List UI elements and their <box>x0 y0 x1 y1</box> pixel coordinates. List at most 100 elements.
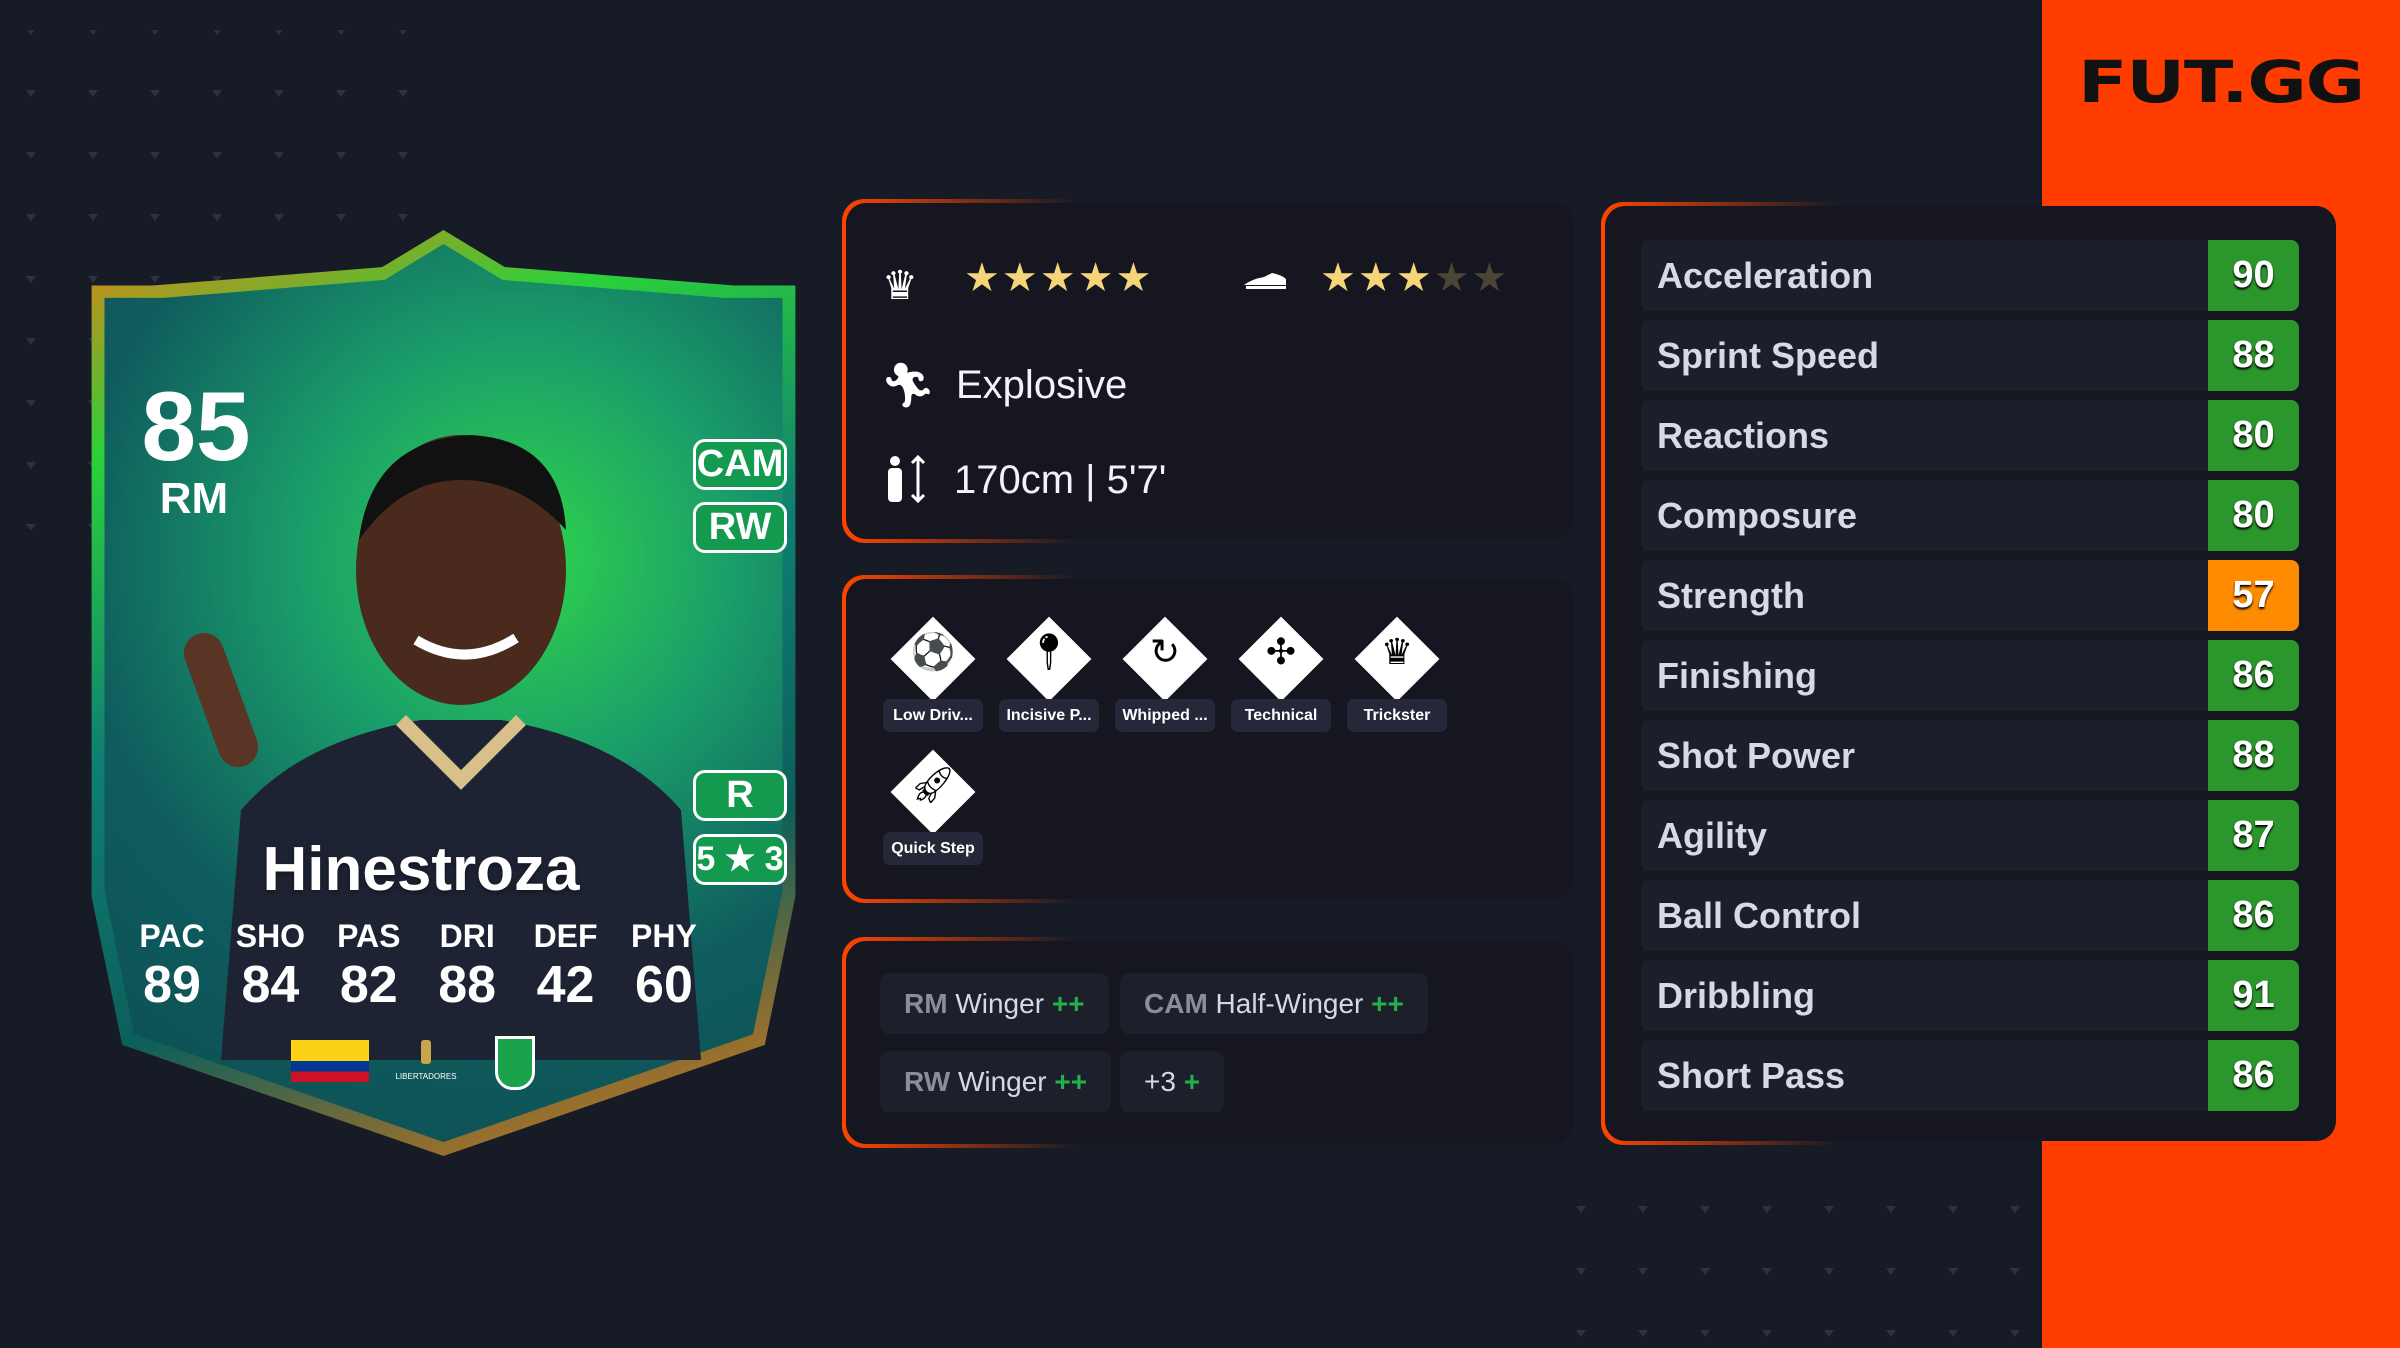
stat-name: Strength <box>1657 575 1805 616</box>
face-stat-label: PHY <box>631 918 697 954</box>
incisive-pass-icon: 📍︎ <box>1026 631 1072 672</box>
face-stat-value: 60 <box>635 956 693 1014</box>
technical-icon: ✣ <box>1265 631 1297 672</box>
stat-value: 80 <box>2208 400 2299 471</box>
jester-hat-icon: ♛ <box>882 264 918 308</box>
alt-position-badge: RW <box>693 502 787 553</box>
role-name: Half-Winger <box>1215 988 1364 1019</box>
alt-position-badge: CAM <box>693 439 787 490</box>
stat-value: 88 <box>2208 720 2299 791</box>
stat-name: Short Pass <box>1657 1055 1846 1096</box>
playstyle-label: Whipped ... <box>1115 699 1215 732</box>
player-card: 85 RM CAM RW R 5 ★ 3 Hinestroza PAC 89 SH… <box>61 230 826 1156</box>
player-info-panel: ♛ ★★★★★ ★★★★★ 🏃︎ Explosive 170cm | 5'7' <box>842 199 1573 543</box>
stat-row: Finishing 86 <box>1641 640 2299 711</box>
stat-value: 87 <box>2208 800 2299 871</box>
stat-row: Agility 87 <box>1641 800 2299 871</box>
face-stat-value: 82 <box>339 956 398 1014</box>
face-stat: DRI 88 <box>418 918 516 1015</box>
playstyle-label: Technical <box>1231 699 1331 732</box>
stat-value: 57 <box>2208 560 2299 631</box>
role-position: CAM <box>1144 988 1208 1019</box>
face-stat: PHY 60 <box>615 918 713 1015</box>
stat-name: Composure <box>1657 495 1858 536</box>
stat-name: Reactions <box>1657 415 1830 456</box>
playstyle-label: Incisive P... <box>999 699 1099 732</box>
star-empty-icon: ★ <box>1433 256 1472 300</box>
weak-foot-stars: ★★★★★ <box>1320 255 1509 301</box>
face-stat-label: PAS <box>337 918 401 954</box>
running-icon: 🏃︎ <box>880 361 936 410</box>
playstyle-item[interactable]: ♛ Trickster <box>1347 616 1447 737</box>
star-filled-icon: ★ <box>1115 256 1154 300</box>
playstyles-panel: ⚽ Low Driv... 📍︎ Incisive P... ↻ Whipped ... ✣… <box>842 575 1573 903</box>
role-position: RW <box>904 1066 951 1097</box>
stat-value: 86 <box>2208 1040 2299 1111</box>
role-chip[interactable]: CAM Half-Winger ++ <box>1120 973 1428 1034</box>
star-filled-icon: ★ <box>1357 256 1396 300</box>
star-filled-icon: ★ <box>1039 256 1078 300</box>
stat-value: 90 <box>2208 240 2299 311</box>
libertadores-logo: LIBERTADORES <box>381 1038 471 1086</box>
role-plus: ++ <box>1051 988 1085 1019</box>
star-empty-icon: ★ <box>1471 256 1510 300</box>
face-stat-value: 89 <box>143 956 201 1014</box>
face-stat: PAS 82 <box>320 918 418 1015</box>
face-stat-value: 88 <box>438 956 497 1014</box>
stat-row: Strength 57 <box>1641 560 2299 631</box>
whipped-pass-icon: ↻ <box>1149 631 1181 672</box>
playstyle-item[interactable]: ✣ Technical <box>1231 616 1331 737</box>
role-name: Winger <box>957 1066 1047 1097</box>
stat-value: 86 <box>2208 880 2299 951</box>
stat-value: 80 <box>2208 480 2299 551</box>
role-name: Winger <box>955 988 1045 1019</box>
face-stat-label: DRI <box>439 918 495 954</box>
stat-row: Shot Power 88 <box>1641 720 2299 791</box>
more-roles-chip[interactable]: +3 + <box>1120 1051 1225 1112</box>
role-chip[interactable]: RW Winger ++ <box>880 1051 1112 1112</box>
club-crest <box>495 1036 535 1090</box>
stat-name: Sprint Speed <box>1657 335 1880 376</box>
face-stat: PAC 89 <box>123 918 221 1015</box>
playstyle-item[interactable]: ⚽ Low Driv... <box>883 616 983 737</box>
boot-icon <box>1244 273 1286 289</box>
face-stat-label: SHO <box>235 918 306 954</box>
playstyle-label: Low Driv... <box>883 699 983 732</box>
face-stat: DEF 42 <box>517 918 615 1015</box>
overall-rating: 85 <box>141 371 251 481</box>
star-filled-icon: ★ <box>1001 256 1040 300</box>
stat-row: Sprint Speed 88 <box>1641 320 2299 391</box>
stat-name: Ball Control <box>1657 895 1861 936</box>
playstyle-item[interactable]: 🚀︎ Quick Step <box>883 749 983 870</box>
stat-row: Ball Control 86 <box>1641 880 2299 951</box>
face-stat-label: PAC <box>139 918 205 954</box>
stat-name: Shot Power <box>1657 735 1856 776</box>
stat-row: Reactions 80 <box>1641 400 2299 471</box>
role-plus: ++ <box>1054 1066 1088 1097</box>
stat-value: 86 <box>2208 640 2299 711</box>
skill-moves-stars: ★★★★★ <box>964 255 1153 301</box>
playstyle-label: Trickster <box>1347 699 1447 732</box>
stat-row: Short Pass 86 <box>1641 1040 2299 1111</box>
stat-name: Agility <box>1657 815 1768 856</box>
roles-panel: RM Winger ++ CAM Half-Winger ++ RW Winge… <box>842 937 1573 1148</box>
stat-value: 88 <box>2208 320 2299 391</box>
colombia-flag <box>291 1040 369 1082</box>
role-name: +3 <box>1144 1066 1176 1097</box>
playstyle-item[interactable]: 📍︎ Incisive P... <box>999 616 1099 737</box>
star-filled-icon: ★ <box>1077 256 1116 300</box>
skill-weakfoot-badge: 5 ★ 3 <box>693 834 787 885</box>
role-chip[interactable]: RM Winger ++ <box>880 973 1109 1034</box>
card-position: RM <box>159 474 229 523</box>
low-driven-shot-icon: ⚽ <box>910 631 956 672</box>
stat-row: Composure 80 <box>1641 480 2299 551</box>
playstyle-item[interactable]: ↻ Whipped ... <box>1115 616 1215 737</box>
player-photo <box>183 435 701 1060</box>
face-stat-label: DEF <box>533 918 598 954</box>
trickster-icon: ♛ <box>1380 631 1414 672</box>
star-filled-icon: ★ <box>1395 256 1434 300</box>
fut-gg-logo[interactable]: FUT.GG <box>2078 48 2365 116</box>
stat-row: Dribbling 91 <box>1641 960 2299 1031</box>
role-position: RM <box>904 988 948 1019</box>
face-stat-value: 84 <box>241 956 300 1014</box>
